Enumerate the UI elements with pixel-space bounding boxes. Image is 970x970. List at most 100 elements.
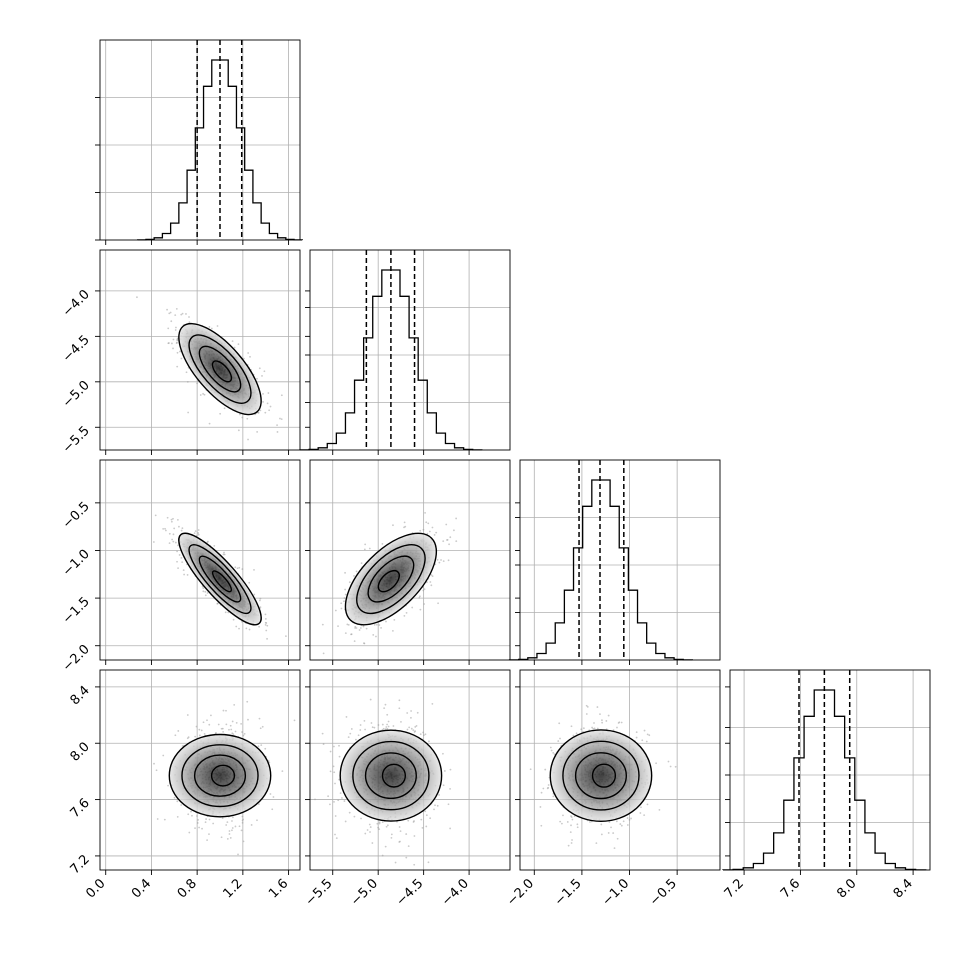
x-tick-label: −5.5: [303, 876, 336, 909]
scatter-point: [208, 723, 211, 726]
scatter-point: [605, 720, 608, 722]
scatter-point: [595, 842, 598, 844]
scatter-point: [172, 540, 175, 543]
contour-line: [198, 555, 242, 603]
scatter-point: [196, 815, 198, 817]
scatter-point: [267, 392, 270, 394]
x-tick-label: −4.5: [394, 876, 427, 909]
scatter-point: [257, 411, 260, 414]
scatter-point: [187, 813, 190, 816]
scatter-point: [181, 527, 184, 530]
scatter-point: [557, 740, 560, 742]
scatter-point: [406, 712, 409, 714]
scatter-point: [371, 726, 374, 729]
scatter-point: [221, 817, 224, 820]
scatter-point: [369, 826, 372, 828]
scatter-point: [378, 822, 381, 825]
scatter-point: [197, 532, 200, 534]
scatter-point: [207, 540, 209, 543]
scatter-point: [643, 729, 646, 732]
scatter-point: [238, 627, 240, 630]
scatter-point: [383, 707, 386, 710]
scatter-point: [231, 820, 233, 822]
scatter-point: [195, 725, 198, 728]
scatter-point: [355, 738, 357, 741]
scatter-point: [433, 534, 436, 536]
contour-line: [168, 733, 272, 818]
scatter-point: [593, 727, 596, 730]
scatter-point: [179, 350, 181, 353]
scatter-point: [370, 722, 373, 724]
scatter-point: [376, 822, 379, 825]
scatter-point: [366, 829, 369, 831]
scatter-point: [410, 716, 412, 719]
scatter-point: [431, 575, 434, 578]
scatter-point: [262, 392, 264, 395]
scatter-point: [363, 642, 365, 645]
scatter-point: [242, 840, 245, 843]
scatter-point: [162, 527, 165, 530]
scatter-point: [575, 732, 578, 735]
scatter-point: [206, 592, 209, 594]
scatter-point: [190, 810, 192, 813]
scatter-point: [362, 625, 365, 628]
scatter-point: [222, 730, 224, 733]
scatter-point: [449, 768, 452, 771]
scatter-point: [411, 606, 414, 609]
y-tick-label: −5.5: [60, 423, 93, 456]
scatter-point: [386, 723, 389, 726]
scatter-point: [247, 718, 249, 721]
scatter-point: [243, 357, 245, 360]
scatter-point: [152, 541, 155, 543]
scatter-point: [635, 731, 638, 734]
scatter-point: [206, 719, 208, 722]
panel-content: [100, 670, 300, 870]
scatter-point: [257, 803, 260, 806]
contour-line: [381, 763, 407, 788]
scatter-point: [398, 707, 401, 710]
scatter-point: [667, 760, 670, 763]
scatter-point: [196, 382, 199, 385]
panel-content: [100, 250, 300, 450]
scatter-point: [628, 818, 631, 821]
scatter-point: [187, 736, 190, 739]
contour-line: [211, 570, 233, 593]
scatter-point: [617, 722, 620, 724]
scatter-point: [243, 732, 246, 735]
scatter-point: [375, 635, 377, 638]
x-tick-label: 0.4: [129, 876, 154, 901]
scatter-point: [359, 729, 362, 731]
scatter-point: [228, 728, 230, 731]
scatter-point: [232, 816, 234, 819]
scatter-point: [229, 837, 232, 839]
scatter-point: [332, 765, 335, 768]
scatter-point: [321, 623, 324, 626]
scatter-point: [340, 602, 343, 605]
scatter-point: [448, 543, 450, 546]
scatter-point: [199, 394, 202, 396]
scatter-point: [231, 827, 234, 829]
scatter-point: [264, 624, 267, 626]
scatter-point: [170, 320, 173, 323]
scatter-point: [241, 731, 243, 733]
scatter-point: [674, 765, 677, 768]
scatter-point: [249, 355, 251, 358]
scatter-point: [405, 833, 408, 835]
panel-frame: [729, 669, 931, 871]
scatter-point: [558, 722, 561, 725]
scatter-point: [589, 821, 591, 823]
scatter-point: [174, 329, 177, 331]
contour-line: [188, 334, 252, 404]
scatter-point: [198, 734, 201, 737]
scatter-point: [203, 732, 206, 735]
scatter-point: [165, 529, 167, 532]
x-tick-label: 1.2: [220, 876, 245, 901]
scatter-point: [280, 418, 283, 420]
scatter-point: [343, 800, 346, 802]
scatter-point: [238, 825, 241, 828]
scatter-point: [349, 732, 352, 735]
scatter-point: [550, 749, 553, 752]
scatter-point: [203, 393, 206, 396]
scatter-point: [596, 727, 599, 730]
scatter-point: [210, 714, 212, 717]
